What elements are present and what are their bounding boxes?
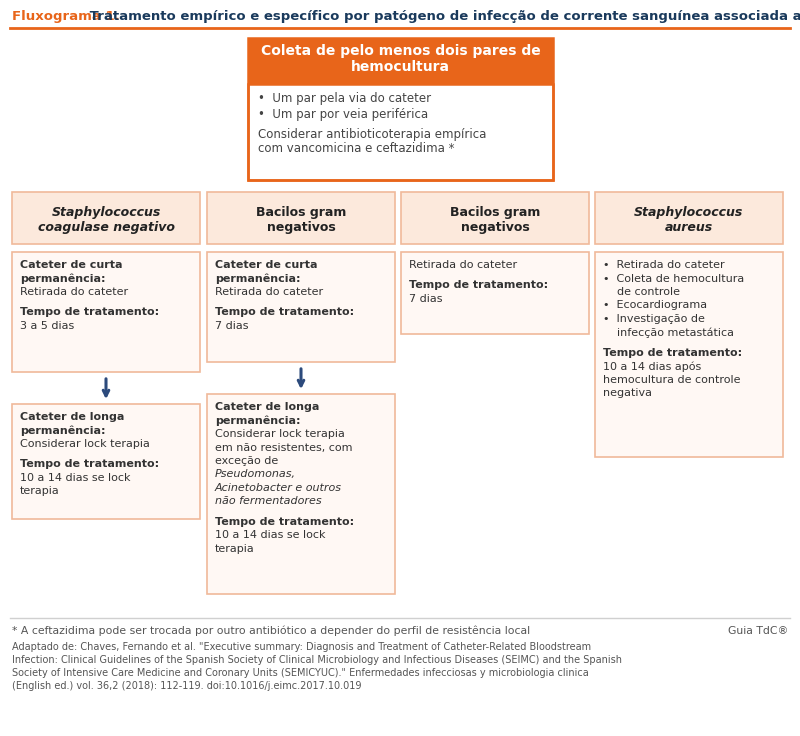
Text: Cateter de curta: Cateter de curta bbox=[215, 260, 318, 270]
Bar bbox=[248, 38, 553, 180]
Text: •  Ecocardiograma: • Ecocardiograma bbox=[603, 300, 707, 311]
Bar bbox=[12, 192, 200, 244]
Text: * A ceftazidima pode ser trocada por outro antibiótico a depender do perfil de r: * A ceftazidima pode ser trocada por out… bbox=[12, 626, 530, 637]
Text: em não resistentes, com: em não resistentes, com bbox=[215, 442, 353, 453]
Text: •  Coleta de hemocultura: • Coleta de hemocultura bbox=[603, 274, 744, 283]
Bar bbox=[401, 192, 589, 244]
Text: Tempo de tratamento:: Tempo de tratamento: bbox=[20, 459, 159, 470]
Text: Fluxograma 1.: Fluxograma 1. bbox=[12, 10, 120, 23]
Text: infecção metastática: infecção metastática bbox=[603, 328, 734, 338]
Text: Acinetobacter e outros: Acinetobacter e outros bbox=[215, 483, 342, 493]
Text: Retirada do cateter: Retirada do cateter bbox=[215, 287, 323, 297]
Text: hemocultura de controle: hemocultura de controle bbox=[603, 375, 741, 385]
Text: •  Retirada do cateter: • Retirada do cateter bbox=[603, 260, 725, 270]
Text: permanência:: permanência: bbox=[215, 274, 301, 284]
Text: terapia: terapia bbox=[20, 486, 60, 496]
Bar bbox=[595, 252, 783, 457]
Text: Cateter de curta: Cateter de curta bbox=[20, 260, 122, 270]
Bar bbox=[207, 192, 395, 244]
Text: (English ed.) vol. 36,2 (2018): 112-119. doi:10.1016/j.eimc.2017.10.019: (English ed.) vol. 36,2 (2018): 112-119.… bbox=[12, 681, 362, 691]
Text: terapia: terapia bbox=[215, 544, 254, 553]
Text: Tempo de tratamento:: Tempo de tratamento: bbox=[20, 307, 159, 317]
Text: Tempo de tratamento:: Tempo de tratamento: bbox=[215, 517, 354, 527]
Bar bbox=[207, 252, 395, 362]
Text: Society of Intensive Care Medicine and Coronary Units (SEMICYUC)." Enfermedades : Society of Intensive Care Medicine and C… bbox=[12, 668, 589, 678]
Text: Adaptado de: Chaves, Fernando et al. "Executive summary: Diagnosis and Treatment: Adaptado de: Chaves, Fernando et al. "Ex… bbox=[12, 642, 591, 652]
Text: Tempo de tratamento:: Tempo de tratamento: bbox=[409, 280, 548, 290]
Bar bbox=[248, 84, 553, 180]
Text: Retirada do cateter: Retirada do cateter bbox=[20, 287, 128, 297]
Text: Tempo de tratamento:: Tempo de tratamento: bbox=[215, 307, 354, 317]
Text: Considerar antibioticoterapia empírica: Considerar antibioticoterapia empírica bbox=[258, 128, 486, 141]
Text: permanência:: permanência: bbox=[20, 274, 106, 284]
Text: Staphylococcus: Staphylococcus bbox=[634, 206, 744, 219]
Text: •  Investigação de: • Investigação de bbox=[603, 314, 705, 324]
Text: coagulase negativo: coagulase negativo bbox=[38, 221, 174, 234]
Text: 10 a 14 dias se lock: 10 a 14 dias se lock bbox=[215, 530, 326, 540]
Text: 10 a 14 dias se lock: 10 a 14 dias se lock bbox=[20, 473, 130, 483]
Text: Guia TdC®: Guia TdC® bbox=[728, 626, 788, 636]
Text: •  Um par por veia periférica: • Um par por veia periférica bbox=[258, 108, 428, 121]
Text: de controle: de controle bbox=[603, 287, 680, 297]
Text: Considerar lock terapia: Considerar lock terapia bbox=[215, 429, 345, 439]
Text: Bacilos gram: Bacilos gram bbox=[256, 206, 346, 219]
Bar bbox=[12, 404, 200, 519]
Text: 3 a 5 dias: 3 a 5 dias bbox=[20, 321, 74, 330]
Bar bbox=[248, 38, 553, 84]
Text: Coleta de pelo menos dois pares de
hemocultura: Coleta de pelo menos dois pares de hemoc… bbox=[261, 44, 540, 74]
Text: Tratamento empírico e específico por patógeno de infecção de corrente sanguínea : Tratamento empírico e específico por pat… bbox=[85, 10, 800, 23]
Text: Considerar lock terapia: Considerar lock terapia bbox=[20, 439, 150, 449]
Text: com vancomicina e ceftazidima *: com vancomicina e ceftazidima * bbox=[258, 142, 454, 155]
Text: não fermentadores: não fermentadores bbox=[215, 497, 322, 506]
Text: Cateter de longa: Cateter de longa bbox=[20, 412, 124, 422]
Text: permanência:: permanência: bbox=[20, 425, 106, 436]
Text: 7 dias: 7 dias bbox=[409, 294, 442, 304]
Text: Bacilos gram: Bacilos gram bbox=[450, 206, 540, 219]
Text: Tempo de tratamento:: Tempo de tratamento: bbox=[603, 347, 742, 358]
Text: Staphylococcus: Staphylococcus bbox=[51, 206, 161, 219]
Bar bbox=[12, 252, 200, 372]
Text: negativos: negativos bbox=[266, 221, 335, 234]
Bar bbox=[595, 192, 783, 244]
Text: negativa: negativa bbox=[603, 389, 652, 398]
Text: 7 dias: 7 dias bbox=[215, 321, 249, 330]
Text: Cateter de longa: Cateter de longa bbox=[215, 402, 319, 412]
Text: permanência:: permanência: bbox=[215, 416, 301, 426]
Text: •  Um par pela via do cateter: • Um par pela via do cateter bbox=[258, 92, 431, 105]
Text: negativos: negativos bbox=[461, 221, 530, 234]
Text: exceção de: exceção de bbox=[215, 456, 278, 466]
Bar bbox=[207, 394, 395, 594]
Text: aureus: aureus bbox=[665, 221, 713, 234]
Text: 10 a 14 dias após: 10 a 14 dias após bbox=[603, 361, 702, 372]
Text: Pseudomonas,: Pseudomonas, bbox=[215, 470, 296, 479]
Bar bbox=[401, 252, 589, 334]
Text: Infection: Clinical Guidelines of the Spanish Society of Clinical Microbiology a: Infection: Clinical Guidelines of the Sp… bbox=[12, 655, 622, 665]
Text: Retirada do cateter: Retirada do cateter bbox=[409, 260, 517, 270]
